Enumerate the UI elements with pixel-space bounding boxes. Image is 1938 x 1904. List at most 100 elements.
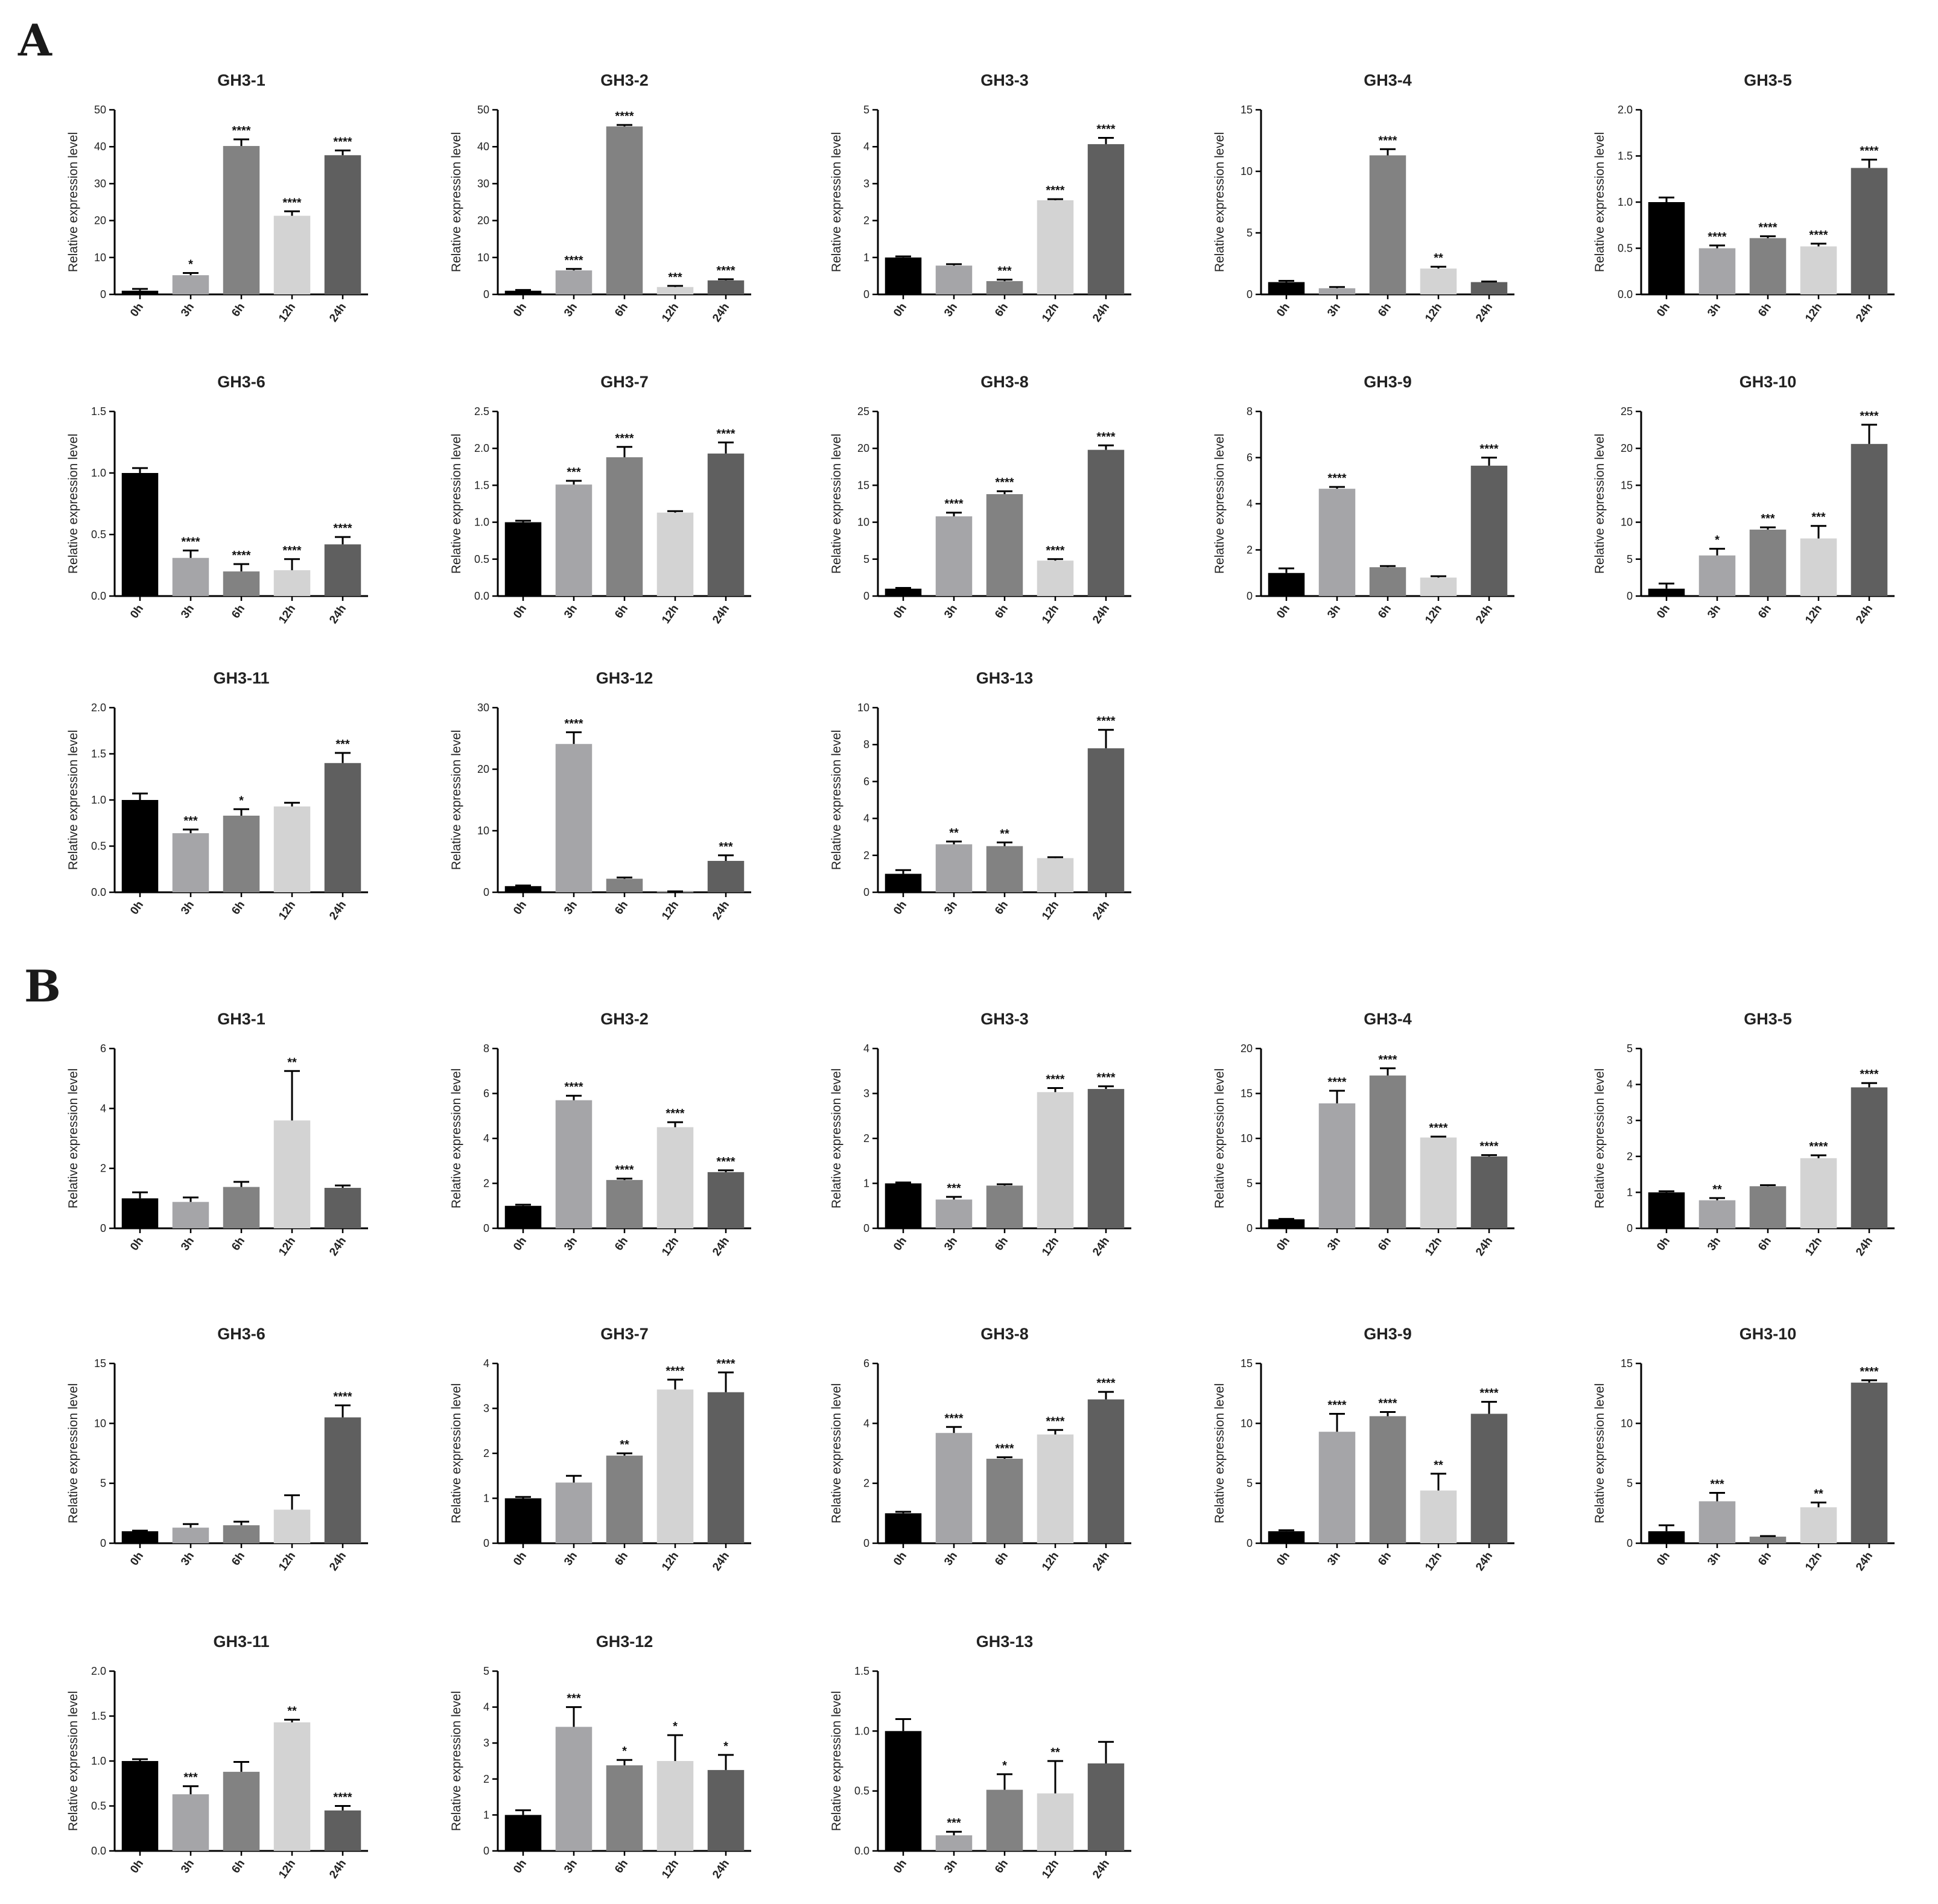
x-tick-label: 12h bbox=[1040, 1550, 1061, 1573]
chart-b-gh3-11: GH3-11 Relative expression level 0.0 0.5 1.0… bbox=[66, 1633, 368, 1881]
bar-6h bbox=[986, 494, 1023, 596]
x-tick-label: 12h bbox=[276, 1858, 298, 1881]
y-tick-label: 2.0 bbox=[91, 1665, 106, 1677]
y-axis-label: Relative expression level bbox=[830, 1691, 844, 1831]
bar-12h bbox=[273, 1509, 311, 1543]
significance-label: **** bbox=[564, 717, 583, 731]
bar-0h bbox=[1648, 1531, 1685, 1543]
y-tick-label: 0 bbox=[1247, 1537, 1253, 1549]
panel-label-b: B bbox=[24, 960, 61, 1012]
significance-label: *** bbox=[668, 271, 682, 284]
bar-6h bbox=[986, 1458, 1023, 1543]
x-tick-label: 24h bbox=[1090, 899, 1112, 922]
bar-24h bbox=[324, 1187, 361, 1228]
chart-b-gh3-2: GH3-2 Relative expression level 0 2 4 6 8 0h ***… bbox=[450, 1010, 751, 1258]
bar-3h bbox=[172, 275, 209, 294]
x-tick-label: 0h bbox=[1654, 1235, 1673, 1253]
y-tick-label: 30 bbox=[94, 177, 106, 189]
x-tick-label: 12h bbox=[1423, 301, 1444, 325]
x-tick-label: 6h bbox=[229, 301, 247, 319]
significance-label: ** bbox=[949, 827, 959, 840]
x-tick-label: 0h bbox=[511, 1235, 529, 1253]
x-tick-label: 24h bbox=[327, 603, 349, 626]
chart-title: GH3-13 bbox=[976, 1633, 1034, 1651]
x-tick-label: 6h bbox=[229, 1550, 247, 1568]
significance-label: **** bbox=[333, 522, 352, 535]
bar-6h bbox=[1369, 155, 1406, 294]
y-axis-label: Relative expression level bbox=[66, 1383, 80, 1523]
bar-0h bbox=[1268, 1531, 1305, 1543]
significance-label: **** bbox=[1046, 1415, 1064, 1428]
significance-label: * bbox=[673, 1720, 678, 1733]
significance-label: **** bbox=[564, 254, 583, 267]
y-tick-label: 3 bbox=[483, 1403, 489, 1415]
x-tick-label: 6h bbox=[612, 301, 631, 319]
x-tick-label: 3h bbox=[562, 1235, 580, 1253]
y-axis-label: Relative expression level bbox=[830, 434, 844, 574]
significance-label: *** bbox=[997, 265, 1012, 278]
chart-a-gh3-12: GH3-12 Relative expression level 0 10 20 30 0h… bbox=[450, 669, 751, 922]
chart-a-gh3-9: GH3-9 Relative expression level 0 2 4 6 8 0h ***… bbox=[1213, 373, 1514, 626]
x-tick-label: 24h bbox=[1854, 1235, 1875, 1258]
x-tick-label: 24h bbox=[1854, 603, 1875, 626]
x-tick-label: 0h bbox=[891, 1550, 909, 1568]
bar-6h bbox=[223, 571, 260, 596]
x-tick-label: 12h bbox=[1040, 899, 1061, 922]
panel-label-a: A bbox=[17, 14, 52, 66]
chart-title: GH3-2 bbox=[600, 1010, 649, 1028]
bar-24h bbox=[1470, 465, 1508, 596]
y-tick-label: 5 bbox=[1247, 1477, 1253, 1490]
chart-title: GH3-11 bbox=[213, 669, 269, 687]
chart-title: GH3-8 bbox=[980, 1325, 1029, 1343]
bar-6h bbox=[223, 1771, 260, 1851]
y-tick-label: 0.5 bbox=[91, 528, 106, 541]
x-tick-label: 12h bbox=[1803, 301, 1825, 325]
y-tick-label: 0.0 bbox=[1618, 288, 1633, 300]
bar-3h bbox=[1698, 555, 1736, 596]
significance-label: ** bbox=[1050, 1746, 1060, 1759]
y-tick-label: 0 bbox=[863, 886, 869, 898]
x-tick-label: 3h bbox=[942, 899, 960, 917]
chart-a-gh3-11: GH3-11 Relative expression level 0.0 0.5 1.0… bbox=[66, 669, 368, 922]
chart-b-gh3-13: GH3-13 Relative expression level 0.0 0.5 1.0… bbox=[830, 1633, 1131, 1881]
x-tick-label: 24h bbox=[1090, 1550, 1112, 1573]
bar-3h bbox=[1698, 1200, 1736, 1228]
y-axis-label: Relative expression level bbox=[450, 132, 463, 272]
bar-6h bbox=[1749, 1186, 1787, 1228]
x-tick-label: 0h bbox=[511, 1550, 529, 1568]
x-tick-label: 12h bbox=[276, 603, 298, 626]
chart-title: GH3-5 bbox=[1744, 1010, 1792, 1028]
x-tick-label: 3h bbox=[179, 301, 197, 319]
chart-title: GH3-11 bbox=[213, 1633, 269, 1651]
chart-title: GH3-7 bbox=[600, 373, 649, 391]
y-tick-label: 1 bbox=[483, 1809, 489, 1821]
significance-label: **** bbox=[1046, 184, 1064, 197]
x-tick-label: 6h bbox=[229, 899, 247, 917]
x-tick-label: 0h bbox=[891, 899, 909, 917]
y-tick-label: 0 bbox=[863, 1537, 869, 1549]
x-tick-label: 6h bbox=[612, 1550, 631, 1568]
bar-0h bbox=[1268, 1219, 1305, 1228]
x-tick-label: 6h bbox=[993, 301, 1011, 319]
x-tick-label: 3h bbox=[942, 1235, 960, 1253]
bar-12h bbox=[1800, 1507, 1837, 1543]
y-tick-label: 3 bbox=[863, 177, 869, 189]
x-tick-label: 3h bbox=[1325, 1235, 1343, 1253]
x-tick-label: 24h bbox=[1090, 1858, 1112, 1881]
bar-12h bbox=[1037, 1793, 1074, 1851]
bar-3h bbox=[555, 484, 593, 596]
significance-label: ** bbox=[287, 1056, 297, 1069]
bar-24h bbox=[324, 1417, 361, 1543]
bar-3h bbox=[555, 1482, 593, 1543]
chart-title: GH3-6 bbox=[217, 1325, 265, 1343]
y-tick-label: 0 bbox=[1627, 1222, 1633, 1234]
bar-3h bbox=[172, 1202, 209, 1228]
chart-b-gh3-5: GH3-5 Relative expression level 0 1 2 3 4 5 0h **… bbox=[1593, 1010, 1895, 1258]
y-axis-label: Relative expression level bbox=[66, 1691, 80, 1831]
bar-6h bbox=[606, 1455, 643, 1543]
x-tick-label: 0h bbox=[511, 899, 529, 917]
bar-3h bbox=[935, 1835, 973, 1851]
y-tick-label: 15 bbox=[857, 479, 869, 491]
y-tick-label: 4 bbox=[1627, 1079, 1633, 1091]
